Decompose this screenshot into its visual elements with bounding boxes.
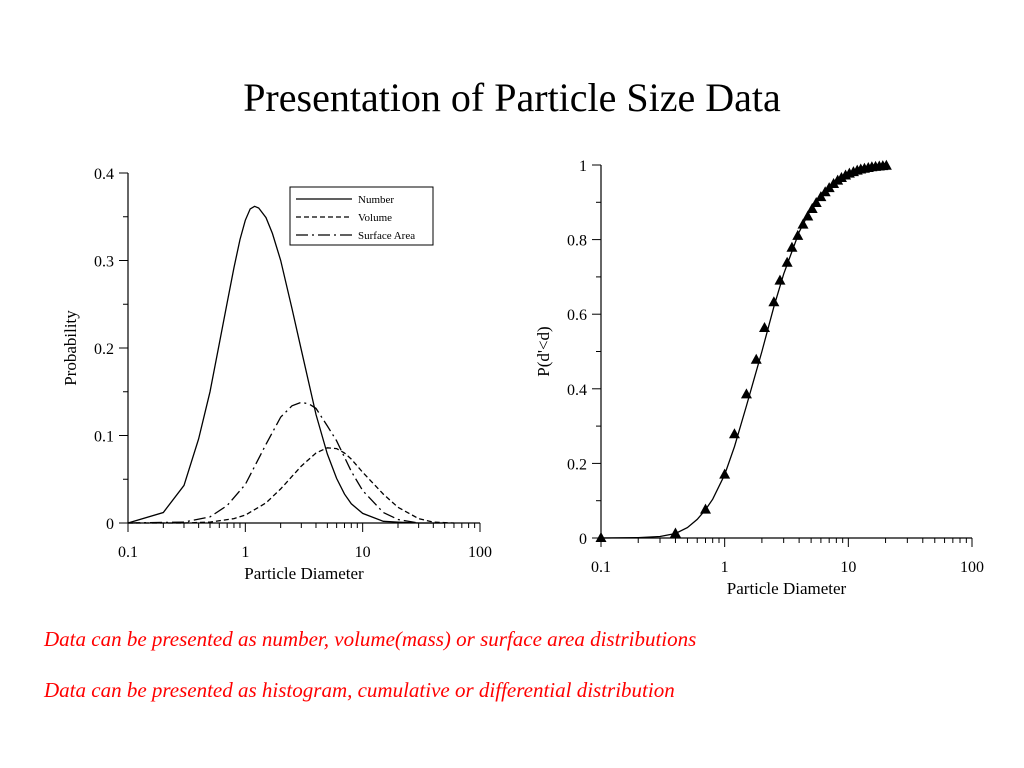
data-marker xyxy=(719,468,731,479)
x-tick-label: 100 xyxy=(960,559,984,576)
slide-title: Presentation of Particle Size Data xyxy=(243,75,781,120)
y-tick-label: 0.4 xyxy=(567,382,587,399)
x-tick-label: 10 xyxy=(840,559,856,576)
y-axis-label: Probability xyxy=(61,310,80,386)
x-tick-label: 100 xyxy=(468,544,492,561)
data-marker xyxy=(595,532,607,542)
data-marker xyxy=(768,296,780,307)
data-marker xyxy=(740,388,752,399)
y-tick-label: 0.6 xyxy=(567,307,587,324)
y-tick-label: 0 xyxy=(106,516,114,533)
y-tick-label: 0.4 xyxy=(94,166,114,183)
legend-label: Number xyxy=(358,194,394,206)
data-marker xyxy=(797,218,809,229)
data-marker xyxy=(759,322,771,333)
y-tick-label: 0.2 xyxy=(567,456,587,473)
x-tick-label: 0.1 xyxy=(118,544,138,561)
data-marker xyxy=(700,503,712,514)
x-tick-label: 0.1 xyxy=(591,559,611,576)
legend-label: Volume xyxy=(358,212,392,224)
data-marker xyxy=(781,256,793,267)
data-marker xyxy=(669,527,681,538)
y-tick-label: 0.2 xyxy=(94,341,114,358)
y-axis-label: P(d'<d) xyxy=(534,326,553,376)
note-distribution-types: Data can be presented as number, volume(… xyxy=(44,627,697,651)
x-tick-label: 1 xyxy=(721,559,729,576)
series-line-surface-area xyxy=(127,401,419,524)
y-tick-label: 1 xyxy=(579,158,587,175)
y-tick-label: 0.8 xyxy=(567,233,587,250)
data-marker xyxy=(806,203,818,214)
y-tick-label: 0 xyxy=(579,531,587,548)
y-tick-label: 0.1 xyxy=(94,429,114,446)
data-marker xyxy=(810,197,822,208)
series-line-cumulative xyxy=(600,165,889,539)
data-marker xyxy=(792,229,804,240)
data-marker xyxy=(774,274,786,285)
x-axis-label: Particle Diameter xyxy=(244,564,364,583)
x-tick-label: 10 xyxy=(355,544,371,561)
data-marker xyxy=(750,353,762,364)
data-marker xyxy=(880,159,892,170)
x-tick-label: 1 xyxy=(241,544,249,561)
data-marker xyxy=(728,428,740,439)
series-line-number xyxy=(127,205,445,524)
data-marker xyxy=(786,241,798,252)
series-line-volume xyxy=(128,447,455,524)
x-axis-label: Particle Diameter xyxy=(727,579,847,598)
y-tick-label: 0.3 xyxy=(94,254,114,271)
legend-label: Surface Area xyxy=(358,230,415,242)
note-presentation-forms: Data can be presented as histogram, cumu… xyxy=(44,678,675,702)
data-marker xyxy=(802,210,814,221)
